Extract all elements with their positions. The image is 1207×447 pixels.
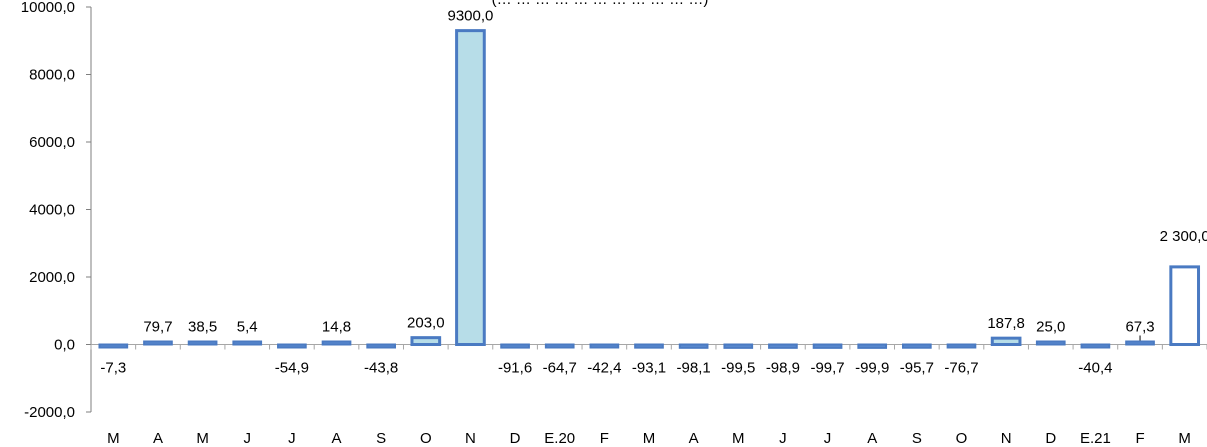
y-tick-label: 8000,0 [29,67,75,84]
data-label: 79,7 [143,319,172,336]
x-tick-label: J [288,430,296,447]
y-tick-label: 0,0 [54,337,75,354]
y-tick-label: 10000,0 [21,0,75,16]
chart-title: (… … … … … … … … … … …) [492,0,709,8]
x-tick-label: E.20 [544,430,575,447]
bar [544,343,575,349]
data-label: -98,1 [677,360,711,377]
x-tick-label: M [643,430,656,447]
data-label: -43,8 [364,360,398,377]
bar [277,343,307,349]
bar [232,340,263,346]
bar [187,340,218,346]
x-tick-label: S [912,430,922,447]
x-tick-label: N [1001,430,1012,447]
data-label: -40,4 [1078,360,1112,377]
data-label: -42,4 [587,360,621,377]
y-tick-label: 2000,0 [29,269,75,286]
bar [455,29,486,346]
data-label: -93,1 [632,360,666,377]
x-tick-label: M [732,430,745,447]
x-tick-label: J [243,430,251,447]
x-tick-label: M [196,430,209,447]
bar [902,343,932,349]
x-tick-label: S [376,430,386,447]
data-label: -99,7 [810,360,844,377]
y-tick-label: 6000,0 [29,134,75,151]
data-label: -95,7 [900,360,934,377]
bar [768,343,798,349]
data-label: 2 300,0 [1160,228,1207,245]
bar [1125,340,1155,346]
data-label: -99,5 [721,360,755,377]
data-label: -76,7 [944,360,978,377]
bar [723,343,754,349]
bar [1035,340,1066,346]
data-labels: -7,3 79,7 38,5 5,4 -54,9 14,8 -43,8 203,0 9300,0… [100,8,1207,377]
y-axis-tick-labels: -2000,0 0,0 2000,0 4000,0 6000,0 8000,0 10000,… [21,0,75,421]
bar [634,343,664,349]
x-tick-label: A [867,430,877,447]
bar [98,343,129,349]
x-tick-label: D [510,430,521,447]
data-label: -98,9 [766,360,800,377]
bar [500,343,530,349]
x-tick-label: D [1045,430,1056,447]
bar [1080,343,1111,349]
x-tick-label: F [1135,430,1144,447]
data-label: -91,6 [498,360,532,377]
bar [678,343,709,349]
bar [857,343,888,349]
bar [366,343,396,349]
bar-series [98,29,1201,349]
bar [410,336,442,346]
chart-axes [86,6,1207,413]
data-label: -7,3 [100,360,126,377]
data-label: -99,9 [855,360,889,377]
x-tick-label: F [600,430,609,447]
x-axis-tick-labels: M A M J J A S O N D E.20 F M A M J J A S O N D E.21 F M [107,430,1191,447]
bar [990,336,1022,346]
data-label: -64,7 [543,360,577,377]
y-tick-label: -2000,0 [24,404,75,421]
data-label: -54,9 [275,360,309,377]
x-tick-label: A [332,430,342,447]
data-label: 25,0 [1036,319,1065,336]
x-tick-label: M [107,430,120,447]
bar [812,343,843,349]
bar [321,340,352,346]
data-label: 67,3 [1125,319,1154,336]
x-tick-label: J [779,430,787,447]
bar [1169,265,1201,346]
x-tick-label: J [824,430,832,447]
y-tick-label: 4000,0 [29,202,75,219]
x-tick-label: O [956,430,968,447]
data-label: 187,8 [987,315,1025,332]
bar [589,343,620,349]
bar [143,340,173,346]
data-label: 9300,0 [447,8,493,25]
x-tick-label: N [465,430,476,447]
x-tick-label: A [153,430,163,447]
data-label: 5,4 [237,319,258,336]
x-tick-label: O [420,430,432,447]
x-tick-label: A [689,430,699,447]
bar [946,343,977,349]
x-tick-label: E.21 [1080,430,1111,447]
x-tick-label: M [1178,430,1191,447]
data-label: 203,0 [407,315,445,332]
data-label: 38,5 [188,319,217,336]
data-label: 14,8 [322,319,351,336]
